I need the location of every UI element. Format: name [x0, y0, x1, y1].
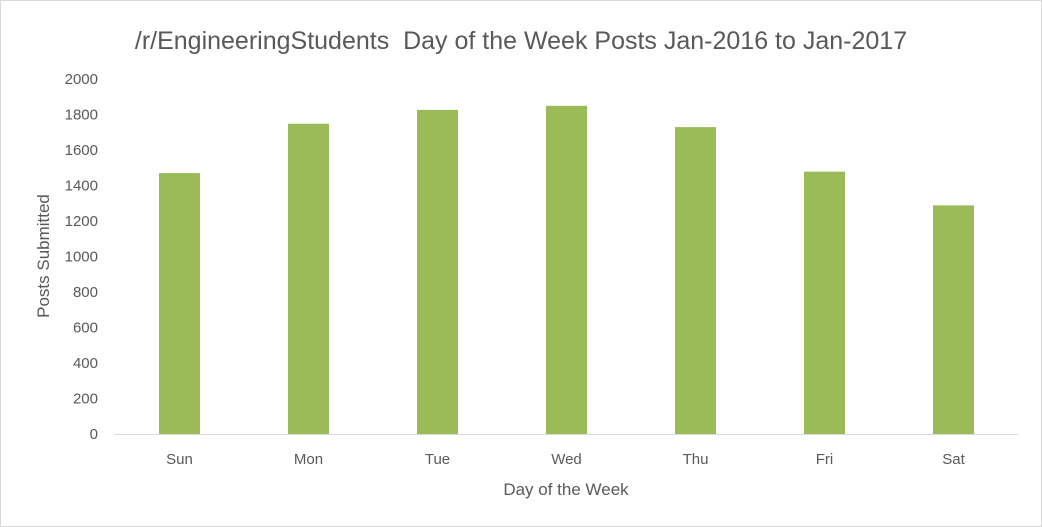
y-tick-label: 0 — [90, 426, 98, 443]
bar-sat — [933, 205, 974, 434]
x-tick-label: Tue — [425, 451, 450, 468]
y-tick-label: 2000 — [65, 71, 98, 88]
bars-group — [159, 105, 974, 435]
bar-fri — [804, 171, 845, 434]
chart-title: /r/EngineeringStudents Day of the Week P… — [135, 27, 907, 55]
bar-wed — [546, 105, 587, 435]
x-tick-label: Fri — [816, 451, 834, 468]
x-tick-label: Sun — [166, 451, 193, 468]
y-axis-title: Posts Submitted — [34, 194, 53, 318]
x-axis-title: Day of the Week — [503, 480, 629, 499]
x-tick-label: Wed — [551, 451, 582, 468]
y-tick-label: 1000 — [65, 249, 98, 266]
x-tick-label: Sat — [942, 451, 965, 468]
y-tick-label: 200 — [73, 391, 98, 408]
x-axis-ticks: Sun Mon Tue Wed Thu Fri Sat — [166, 451, 965, 468]
x-tick-label: Thu — [683, 451, 709, 468]
y-tick-label: 1800 — [65, 107, 98, 124]
bar-sun — [159, 173, 200, 434]
bar-tue — [417, 109, 458, 434]
y-tick-label: 600 — [73, 320, 98, 337]
bar-thu — [675, 127, 716, 434]
bar-mon — [288, 123, 329, 434]
y-tick-label: 800 — [73, 284, 98, 301]
y-tick-label: 1200 — [65, 213, 98, 230]
y-tick-label: 1600 — [65, 142, 98, 159]
y-axis-ticks: 0 200 400 600 800 1000 1200 1400 1600 1800 2000 — [65, 71, 98, 443]
x-tick-label: Mon — [294, 451, 323, 468]
y-tick-label: 400 — [73, 355, 98, 372]
y-tick-label: 1400 — [65, 178, 98, 195]
